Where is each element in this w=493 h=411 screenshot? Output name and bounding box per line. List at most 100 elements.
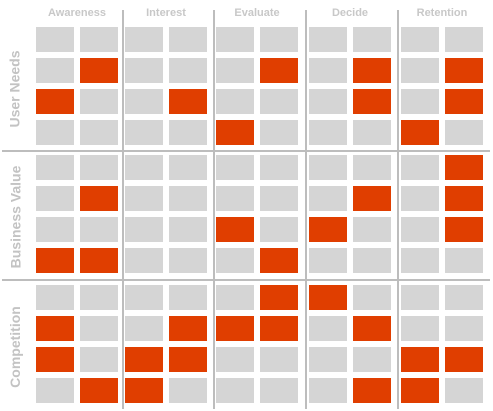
matrix-cell	[125, 120, 163, 145]
matrix-cell	[80, 89, 118, 114]
column-divider	[213, 10, 215, 409]
matrix-cell-active	[80, 58, 118, 83]
matrix-cell	[169, 285, 207, 310]
matrix-cell	[309, 89, 347, 114]
matrix-cell-active	[401, 378, 439, 403]
matrix-cell	[401, 155, 439, 180]
matrix-cell	[445, 316, 483, 341]
matrix-cell	[80, 217, 118, 242]
matrix-cell	[216, 58, 254, 83]
matrix-cell	[125, 186, 163, 211]
matrix-cell	[169, 58, 207, 83]
matrix-cell-active	[401, 347, 439, 372]
matrix-cell-active	[80, 186, 118, 211]
matrix-cell-active	[125, 347, 163, 372]
matrix-cell	[216, 347, 254, 372]
matrix-cell-active	[445, 217, 483, 242]
matrix-cell	[353, 217, 391, 242]
group-divider	[2, 279, 490, 281]
group-label-text: Business Value	[7, 165, 23, 269]
group-label-business-value: Business Value	[0, 155, 30, 279]
matrix-cell	[353, 155, 391, 180]
matrix-cell	[36, 378, 74, 403]
matrix-cell	[353, 285, 391, 310]
matrix-cell	[125, 217, 163, 242]
matrix-cell	[169, 120, 207, 145]
matrix-cell	[216, 155, 254, 180]
matrix-cell	[80, 27, 118, 52]
matrix-cell	[169, 155, 207, 180]
matrix-cell	[309, 248, 347, 273]
matrix-cell	[36, 27, 74, 52]
matrix-cell	[309, 120, 347, 145]
matrix-cell	[401, 58, 439, 83]
matrix-cell	[80, 285, 118, 310]
group-label-text: User Needs	[7, 50, 24, 128]
matrix-cell-active	[353, 186, 391, 211]
column-header-retention: Retention	[416, 7, 468, 19]
matrix-cell	[445, 248, 483, 273]
matrix-cell	[309, 347, 347, 372]
matrix-cell	[353, 27, 391, 52]
matrix-cell	[36, 58, 74, 83]
matrix-cell	[260, 378, 298, 403]
matrix-cell	[260, 347, 298, 372]
matrix-cell	[36, 155, 74, 180]
matrix-cell	[169, 378, 207, 403]
matrix-cell	[36, 285, 74, 310]
matrix-cell	[401, 248, 439, 273]
matrix-cell-active	[216, 217, 254, 242]
matrix-cell-active	[260, 285, 298, 310]
group-label-text: Competition	[7, 306, 23, 388]
matrix-cell	[80, 316, 118, 341]
matrix-cell	[125, 27, 163, 52]
matrix-cell	[260, 186, 298, 211]
matrix-cell-active	[36, 248, 74, 273]
matrix-cell	[80, 155, 118, 180]
column-header-interest: Interest	[146, 7, 186, 19]
matrix-cell-active	[309, 217, 347, 242]
matrix-cell	[309, 27, 347, 52]
matrix-cell	[125, 155, 163, 180]
matrix-cell	[309, 186, 347, 211]
matrix-cell	[401, 217, 439, 242]
matrix-cell	[260, 120, 298, 145]
matrix-cell	[401, 27, 439, 52]
matrix-cell	[260, 155, 298, 180]
matrix-cell-active	[80, 378, 118, 403]
matrix-cell	[260, 27, 298, 52]
matrix-cell	[260, 217, 298, 242]
matrix-cell	[125, 248, 163, 273]
matrix-cell-active	[445, 58, 483, 83]
matrix-cell-active	[169, 316, 207, 341]
matrix-cell	[445, 285, 483, 310]
matrix-cell	[125, 89, 163, 114]
matrix-cell	[125, 58, 163, 83]
column-header-evaluate: Evaluate	[234, 7, 280, 19]
matrix-cell	[169, 248, 207, 273]
matrix-cell	[445, 27, 483, 52]
group-divider	[2, 150, 490, 152]
matrix-cell	[309, 155, 347, 180]
matrix-cell-active	[36, 347, 74, 372]
matrix-cell	[353, 347, 391, 372]
matrix-cell-active	[401, 120, 439, 145]
matrix-cell	[216, 186, 254, 211]
matrix-cell	[216, 378, 254, 403]
group-label-competition: Competition	[0, 285, 30, 409]
matrix-cell	[216, 27, 254, 52]
matrix-cell-active	[445, 155, 483, 180]
matrix-cell-active	[445, 347, 483, 372]
matrix-cell	[353, 248, 391, 273]
matrix-cell	[36, 120, 74, 145]
matrix-cell	[216, 285, 254, 310]
column-divider	[122, 10, 124, 409]
matrix-cell	[401, 316, 439, 341]
matrix-cell	[169, 27, 207, 52]
matrix-cell	[169, 186, 207, 211]
matrix-cell	[401, 186, 439, 211]
group-label-user-needs: User Needs	[0, 27, 30, 151]
matrix-cell-active	[216, 120, 254, 145]
matrix-cell-active	[125, 378, 163, 403]
matrix-cell	[445, 378, 483, 403]
